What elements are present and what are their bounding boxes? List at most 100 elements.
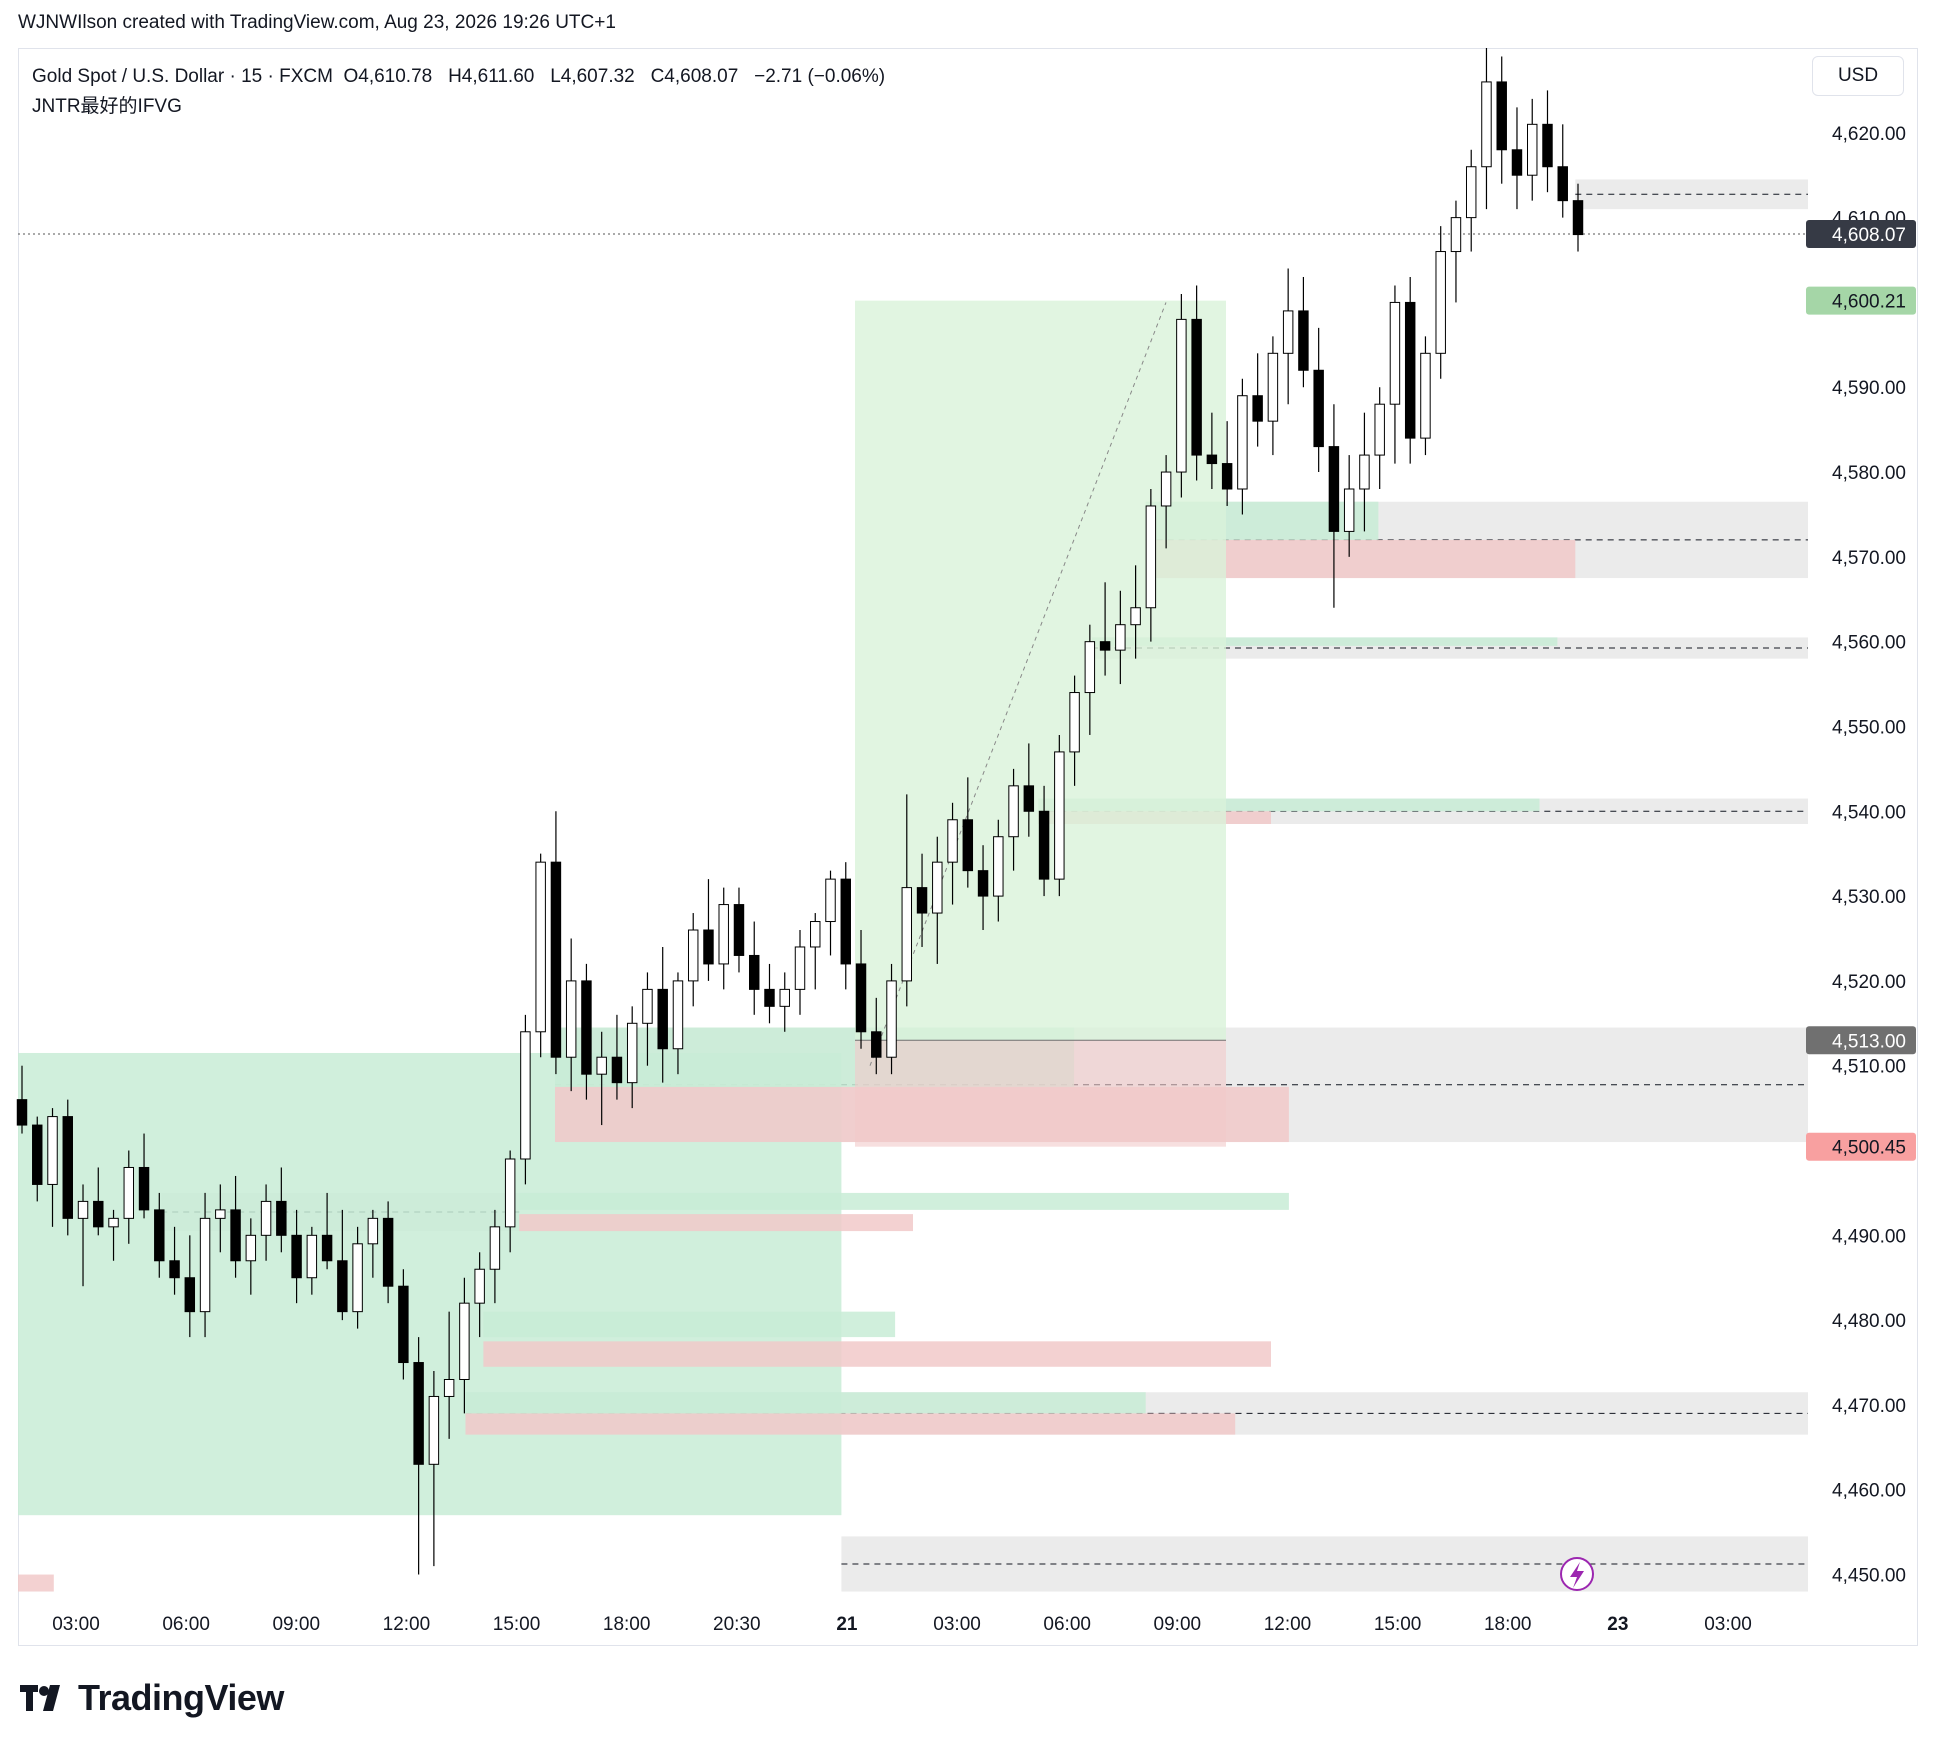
- time-axis-label: 09:00: [1154, 1614, 1202, 1635]
- candle-body: [1450, 217, 1462, 253]
- candle-body: [550, 861, 562, 1058]
- price-axis-label: 4,620.00: [1832, 124, 1906, 145]
- candle-body: [1221, 463, 1233, 490]
- time-axis-label: 03:00: [52, 1614, 100, 1635]
- candle-body: [794, 946, 806, 990]
- candle-body: [1481, 81, 1492, 168]
- price-axis-label: 4,520.00: [1832, 972, 1906, 993]
- candle-body: [398, 1285, 409, 1364]
- candle-body: [138, 1166, 150, 1211]
- candle-body: [703, 929, 714, 965]
- candle-body: [428, 1395, 440, 1465]
- candle-body: [1160, 471, 1172, 507]
- candle-body: [1267, 352, 1279, 422]
- time-axis-label: 09:00: [272, 1614, 320, 1635]
- candle-body: [382, 1217, 394, 1287]
- bear-fvg-zone: [18, 1574, 54, 1592]
- time-axis-label: 06:00: [162, 1614, 210, 1635]
- price-axis-label: 4,490.00: [1832, 1226, 1906, 1247]
- position-profit-area: [855, 300, 1226, 1041]
- bear-fvg-zone: [465, 1413, 1236, 1435]
- candle-body: [642, 988, 653, 1024]
- legend-close: C4,608.07: [650, 66, 739, 87]
- bull-fvg-zone: [1092, 637, 1558, 646]
- price-axis-label: 4,450.00: [1832, 1566, 1906, 1587]
- tradingview-wordmark: TradingView: [78, 1677, 284, 1718]
- candle-body: [1237, 395, 1248, 490]
- price-axis-label: 4,460.00: [1832, 1481, 1906, 1502]
- candle-body: [871, 1031, 882, 1058]
- price-axis-label: 4,530.00: [1832, 887, 1906, 908]
- price-axis-label: 4,470.00: [1832, 1396, 1906, 1417]
- stop-price-tag: [1806, 1132, 1916, 1161]
- candle-body: [626, 1022, 638, 1084]
- candle-body: [276, 1200, 287, 1236]
- time-axis-label: 12:00: [1264, 1614, 1312, 1635]
- candle-body: [489, 1226, 501, 1270]
- target-price-tag: [1806, 286, 1916, 315]
- bear-fvg-zone: [483, 1341, 1271, 1367]
- candle-body: [825, 878, 836, 923]
- candle-body: [596, 1056, 607, 1075]
- candle-body: [77, 1200, 89, 1219]
- legend-open: O4,610.78: [343, 66, 433, 87]
- legend-change: −2.71 (−0.06%): [754, 66, 886, 87]
- bear-fvg-zone: [519, 1214, 913, 1232]
- currency-button[interactable]: USD: [1812, 56, 1904, 96]
- candle-body: [459, 1302, 470, 1380]
- candle-body: [1496, 81, 1507, 151]
- candle-body: [1572, 200, 1584, 236]
- candle-body: [1206, 454, 1218, 465]
- candle-body: [520, 1031, 531, 1160]
- candle-body: [321, 1234, 333, 1262]
- candle-body: [1038, 810, 1050, 880]
- time-axis-label: 18:00: [603, 1614, 651, 1635]
- legend-symbol: Gold Spot / U.S. Dollar · 15 · FXCM: [32, 66, 333, 87]
- legend-indicator[interactable]: JNTR最好的IFVG: [32, 96, 182, 117]
- price-axis-label: 4,590.00: [1832, 378, 1906, 399]
- candle-body: [1435, 251, 1446, 354]
- candle-body: [1465, 166, 1477, 219]
- candle-body: [886, 980, 897, 1058]
- legend-symbol-line: Gold Spot / U.S. Dollar · 15 · FXCM O4,6…: [32, 62, 885, 92]
- candle-body: [1404, 301, 1416, 439]
- candle-body: [62, 1116, 73, 1219]
- time-axis-label: 15:00: [493, 1614, 541, 1635]
- time-axis-label: 12:00: [383, 1614, 431, 1635]
- legend-high: H4,611.60: [448, 66, 535, 87]
- candle-body: [260, 1200, 272, 1236]
- tradingview-logo-icon: [20, 1685, 60, 1711]
- candle-body: [1130, 607, 1141, 626]
- tradingview-logo[interactable]: TradingView: [20, 1677, 284, 1719]
- candle-body: [154, 1209, 165, 1262]
- candle-body: [1252, 395, 1263, 422]
- candle-body: [1313, 369, 1324, 448]
- candle-body: [977, 870, 989, 897]
- position-risk-area: [855, 1040, 1226, 1147]
- time-axis-label: 20:30: [713, 1614, 761, 1635]
- price-axis-label: 4,560.00: [1832, 633, 1906, 654]
- candle-body: [932, 861, 943, 914]
- candle-body: [1557, 166, 1568, 202]
- candle-body: [337, 1260, 348, 1313]
- time-axis-label: 23: [1607, 1614, 1628, 1635]
- candle-body: [1176, 318, 1187, 473]
- candle-body: [1084, 641, 1096, 694]
- candle-body: [687, 929, 699, 982]
- candle-body: [1115, 624, 1126, 651]
- candle-body: [565, 980, 577, 1058]
- candle-body: [47, 1116, 58, 1185]
- candle-body: [352, 1243, 363, 1313]
- candle-body: [291, 1234, 302, 1279]
- candle-body: [32, 1124, 43, 1185]
- candle-body: [749, 954, 760, 990]
- candle-body: [215, 1209, 226, 1219]
- legend-low: L4,607.32: [550, 66, 635, 87]
- price-axis-label: 4,510.00: [1832, 1057, 1906, 1078]
- price-axis-label: 4,480.00: [1832, 1311, 1906, 1332]
- entry-price-tag: [1806, 1026, 1916, 1055]
- candle-body: [1359, 454, 1370, 490]
- target-price-tag-label: 4,600.21: [1832, 292, 1906, 313]
- candle-body: [367, 1217, 379, 1245]
